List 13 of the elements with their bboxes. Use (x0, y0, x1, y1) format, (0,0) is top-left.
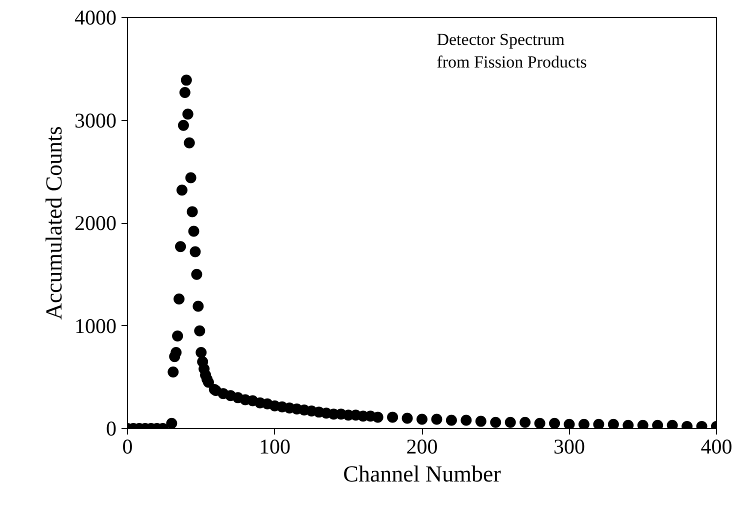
y-tick-label: 3000 (74, 108, 116, 132)
annotation: Detector Spectrum from Fission Products (436, 30, 587, 72)
x-tick-label: 100 (259, 434, 290, 458)
y-tick-label: 4000 (74, 6, 116, 30)
x-tick-label: 300 (554, 434, 585, 458)
y-tick-label: 2000 (74, 211, 116, 235)
x-tick-label: 400 (700, 434, 732, 458)
y-axis-title: Accumulated Counts (42, 126, 66, 320)
x-axis-title: Channel Number (343, 462, 502, 486)
y-tick-label: 1000 (74, 314, 116, 338)
x-tick-label: 200 (406, 434, 438, 458)
y-tick-label: 0 (106, 416, 116, 440)
x-tick-label: 0 (122, 434, 133, 458)
